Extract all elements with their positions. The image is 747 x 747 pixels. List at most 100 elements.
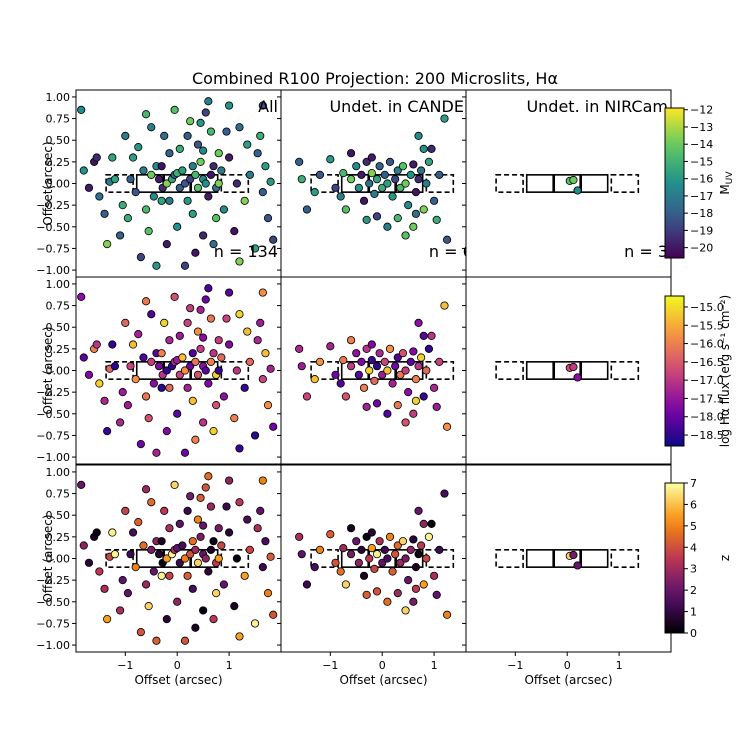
data-point xyxy=(103,240,112,249)
shutter-3 xyxy=(580,361,609,380)
data-point xyxy=(149,379,158,388)
y-tick-label: 0.50 xyxy=(46,321,71,334)
data-point xyxy=(204,472,213,481)
data-point xyxy=(186,304,195,313)
data-point xyxy=(204,284,213,293)
data-point xyxy=(417,166,426,175)
data-point xyxy=(341,580,350,589)
x-tick-label: 1 xyxy=(226,659,233,672)
data-point xyxy=(331,370,340,379)
data-point xyxy=(196,157,205,166)
data-point xyxy=(310,188,319,197)
data-point xyxy=(165,524,174,533)
data-point xyxy=(180,636,190,645)
data-point xyxy=(385,344,395,353)
x-tick-label: −1 xyxy=(117,659,133,672)
data-point xyxy=(144,414,153,423)
data-point xyxy=(123,401,132,410)
data-point xyxy=(201,179,210,188)
data-point xyxy=(235,444,244,453)
data-point xyxy=(378,183,387,192)
data-point xyxy=(359,383,369,392)
data-point xyxy=(393,541,402,550)
data-point xyxy=(375,537,384,546)
data-point xyxy=(206,502,216,511)
data-point xyxy=(199,521,208,530)
data-point xyxy=(126,550,135,559)
data-point xyxy=(139,353,148,362)
data-point xyxy=(193,515,203,524)
data-point xyxy=(183,383,192,392)
data-point xyxy=(427,331,436,340)
data-point xyxy=(144,602,153,611)
data-point xyxy=(367,153,376,162)
data-point xyxy=(193,370,203,379)
data-point xyxy=(186,492,195,501)
data-point xyxy=(222,127,231,136)
y-tick-label: 1.00 xyxy=(46,91,71,104)
y-tick-label: 1.00 xyxy=(46,466,71,479)
data-point xyxy=(393,353,402,362)
data-point xyxy=(440,489,449,498)
data-point xyxy=(419,205,428,214)
data-point xyxy=(440,301,449,310)
data-point xyxy=(193,183,203,192)
colorbar-tick-label: −19 xyxy=(690,224,713,237)
data-point xyxy=(396,370,405,379)
data-point xyxy=(263,214,273,223)
data-point xyxy=(118,388,127,397)
data-point xyxy=(269,235,278,244)
data-point xyxy=(180,554,190,563)
data-point xyxy=(253,336,262,345)
data-point xyxy=(378,370,387,379)
data-point xyxy=(346,175,356,184)
data-point xyxy=(180,366,190,375)
data-point xyxy=(157,383,166,392)
dashed-shutter-2 xyxy=(220,361,250,380)
data-point xyxy=(141,110,151,119)
colorbar-3: 7 6 5 4 3 2 1 0 z xyxy=(664,477,732,640)
data-point xyxy=(175,370,184,379)
data-point xyxy=(206,545,216,554)
data-point xyxy=(295,157,304,166)
data-point xyxy=(162,554,171,563)
data-point xyxy=(398,537,408,546)
data-point xyxy=(178,541,187,550)
y-tick-label: 0.75 xyxy=(46,488,71,501)
data-point xyxy=(134,518,143,527)
data-point xyxy=(141,580,151,589)
data-point xyxy=(442,235,452,244)
data-point xyxy=(147,545,156,554)
x-tick-label: 1 xyxy=(616,659,623,672)
data-point xyxy=(199,333,208,342)
x-tick-label: 0 xyxy=(564,659,571,672)
data-point xyxy=(212,214,221,223)
data-point xyxy=(204,97,213,106)
data-point xyxy=(191,248,200,257)
y-tick-label: −0.25 xyxy=(36,574,70,587)
data-point xyxy=(126,362,135,371)
data-point xyxy=(352,537,361,546)
data-point xyxy=(401,554,410,563)
data-point xyxy=(141,485,151,494)
data-point xyxy=(302,580,312,589)
data-point xyxy=(240,571,249,580)
data-point xyxy=(401,418,410,427)
panel-r1-c3: Undet. in NIRCam n = 3 xyxy=(462,89,672,281)
data-point xyxy=(367,356,376,365)
data-point xyxy=(121,318,130,327)
data-point xyxy=(204,192,213,201)
data-point xyxy=(103,615,112,624)
data-point xyxy=(406,357,415,366)
data-point xyxy=(365,554,374,563)
data-point xyxy=(263,401,273,410)
panel-r2-c1: −1.00 −0.75 −0.50 −0.25 0.00 0.25 0.50 0.75 1.00… xyxy=(36,276,282,468)
data-point xyxy=(178,166,187,175)
data-point xyxy=(388,379,397,388)
data-point xyxy=(136,627,145,637)
data-point xyxy=(357,357,366,366)
y-axis-label: Offset(arcsec) xyxy=(41,141,55,225)
data-point xyxy=(186,362,195,371)
data-point xyxy=(79,541,88,550)
data-point xyxy=(214,524,223,533)
